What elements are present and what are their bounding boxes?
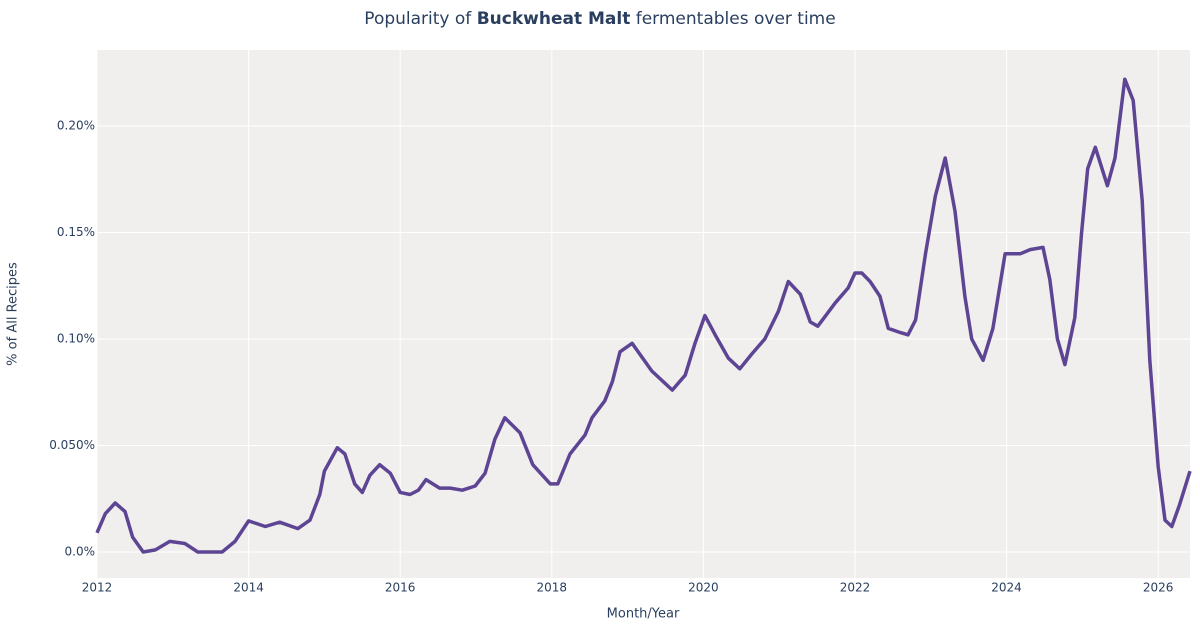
- grid: [96, 50, 1190, 578]
- y-tick-label: 0.10%: [57, 332, 95, 346]
- x-tick-label: 2018: [537, 581, 568, 595]
- x-axis-label: Month/Year: [607, 607, 680, 622]
- x-tick-label: 2026: [1143, 581, 1174, 595]
- y-axis-label: % of All Recipes: [6, 262, 21, 366]
- y-tick-label: 0.20%: [57, 119, 95, 133]
- title-bold: Buckwheat Malt: [477, 9, 631, 29]
- x-tick-label: 2016: [385, 581, 416, 595]
- x-tick-label: 2014: [233, 581, 264, 595]
- x-tick-label: 2024: [991, 581, 1022, 595]
- y-tick-label: 0.0%: [65, 545, 96, 559]
- x-tick-label: 2012: [82, 581, 113, 595]
- x-tick-label: 2020: [688, 581, 719, 595]
- chart-title: Popularity of Buckwheat Malt fermentable…: [364, 9, 835, 29]
- y-tick-label: 0.050%: [49, 438, 95, 452]
- x-tick-label: 2022: [840, 581, 871, 595]
- line: [95, 77, 1192, 554]
- plot-area: [97, 50, 1190, 578]
- y-tick-label: 0.15%: [57, 225, 95, 239]
- title-part: Popularity of: [364, 9, 472, 29]
- title-part: fermentables over time: [636, 9, 836, 29]
